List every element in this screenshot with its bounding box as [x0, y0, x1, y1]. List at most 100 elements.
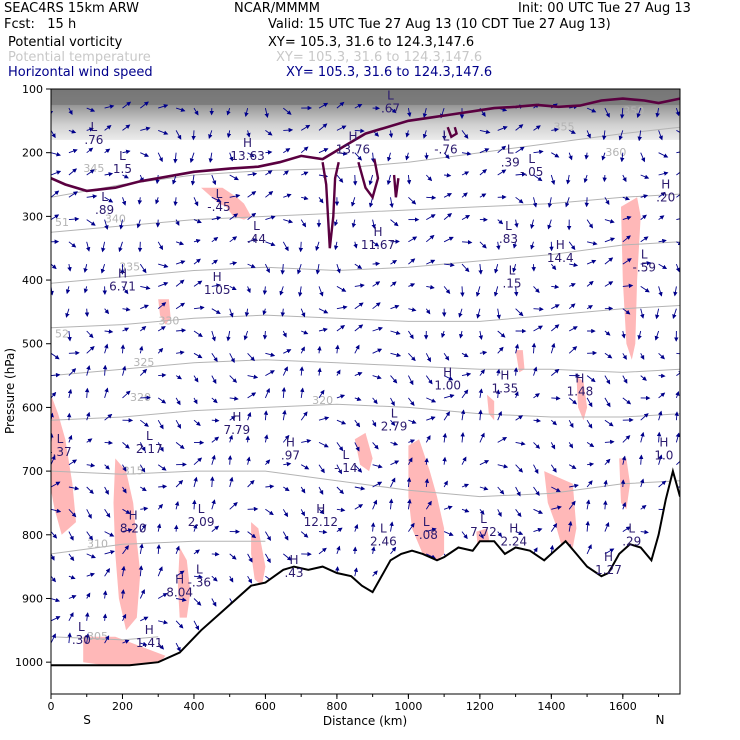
pv-extremum-label: L1.5 [113, 149, 132, 176]
wind-arrow [175, 219, 180, 226]
wind-arrow [372, 499, 378, 510]
wind-arrow [354, 344, 360, 354]
wind-arrow [51, 372, 61, 378]
wind-arrow [68, 459, 78, 466]
wind-arrow [265, 553, 271, 564]
wind-arrow [354, 103, 363, 109]
wind-arrow [86, 107, 96, 112]
pv-extremum-kind: H [286, 435, 295, 449]
wind-arrow [300, 346, 305, 354]
wind-arrow [229, 375, 238, 383]
pv-extremum-label: H1.35 [492, 369, 519, 396]
wind-arrow [226, 130, 232, 138]
wind-arrow [68, 553, 75, 562]
theta-label: 345 [83, 162, 104, 175]
pink-region [408, 439, 445, 561]
wind-arrow [478, 330, 484, 340]
x-tick-label: 800 [326, 700, 347, 713]
wind-arrow [408, 236, 418, 243]
theta-contour [51, 359, 680, 377]
wind-arrow [51, 633, 56, 644]
pv-extremum-kind: L [101, 190, 108, 204]
wind-arrow [247, 152, 255, 158]
wind-arrow [122, 307, 131, 312]
wind-arrow [211, 236, 219, 243]
wind-arrow [157, 464, 167, 471]
wind-arrow [514, 391, 519, 399]
wind-arrow [443, 353, 450, 361]
wind-arrow [586, 280, 594, 287]
wind-arrow [551, 324, 560, 332]
wind-arrow [515, 441, 526, 446]
wind-arrow [533, 508, 544, 514]
wind-arrow [51, 531, 58, 539]
wind-arrow [102, 590, 108, 599]
wind-arrow [604, 548, 615, 555]
wind-arrow [601, 152, 606, 161]
south-label: S [83, 713, 91, 727]
wind-arrow [265, 459, 271, 466]
pv-extremum-label: H.20 [656, 177, 675, 204]
wind-arrow [86, 438, 93, 443]
wind-arrow [158, 263, 169, 268]
wind-arrow [139, 368, 148, 376]
wind-arrow [426, 214, 436, 220]
wind-arrow [158, 282, 169, 287]
wind-arrow [497, 464, 509, 469]
wind-arrow [86, 509, 92, 519]
wind-arrow [193, 258, 201, 265]
theta-label: 350 [623, 104, 644, 117]
theta-label: 52 [55, 327, 69, 340]
wind-arrow [193, 574, 203, 579]
wind-arrow [229, 193, 241, 199]
wind-arrow [247, 575, 253, 584]
wind-arrow [299, 366, 304, 376]
pv-extremum-kind: L [387, 88, 394, 102]
wind-arrow [122, 286, 129, 295]
field-xy-theta: XY= 105.3, 31.6 to 124.3,147.6 [276, 50, 483, 65]
theta-label: 51 [55, 216, 69, 229]
wind-arrow [390, 546, 397, 555]
wind-arrow [300, 509, 305, 517]
pv-extremum-kind: H [243, 136, 252, 150]
wind-arrow [86, 194, 98, 199]
wind-arrow [336, 125, 347, 131]
wind-arrow [497, 437, 508, 443]
wind-arrow [515, 509, 522, 518]
wind-arrow [300, 308, 306, 318]
wind-arrow [443, 193, 452, 198]
wind-arrow [118, 241, 123, 253]
wind-arrow [336, 486, 344, 495]
pv-extremum-label: H2.24 [500, 521, 527, 548]
wind-arrow [193, 419, 201, 426]
wind-arrow [229, 353, 235, 363]
wind-arrow [460, 432, 465, 443]
wind-arrow [443, 213, 452, 220]
wind-arrow [247, 171, 258, 177]
wind-arrow [550, 174, 556, 185]
wind-arrow [139, 263, 147, 274]
wind-arrow [408, 258, 416, 265]
wind-arrow [246, 456, 251, 465]
pv-extremum-value: 11.67 [361, 238, 395, 252]
wind-arrow [515, 415, 524, 421]
wind-arrow [408, 457, 413, 465]
wind-arrow [620, 479, 626, 488]
wind-arrow [318, 148, 329, 154]
wind-arrow [86, 169, 95, 176]
pv-extremum-kind: L [641, 248, 648, 262]
wind-arrow [586, 259, 597, 265]
pv-extremum-kind: H [290, 553, 299, 567]
wind-arrow [565, 197, 570, 208]
wind-arrow [68, 148, 78, 154]
wind-arrow [122, 390, 131, 399]
y-tick-label: 500 [22, 338, 43, 351]
wind-arrow [372, 302, 381, 310]
wind-arrow [586, 419, 593, 429]
wind-arrow [335, 344, 340, 354]
wind-arrow [622, 353, 627, 360]
wind-arrow [640, 308, 645, 319]
wind-arrow [229, 575, 234, 583]
wind-arrow [193, 598, 202, 606]
wind-arrow [426, 416, 436, 421]
